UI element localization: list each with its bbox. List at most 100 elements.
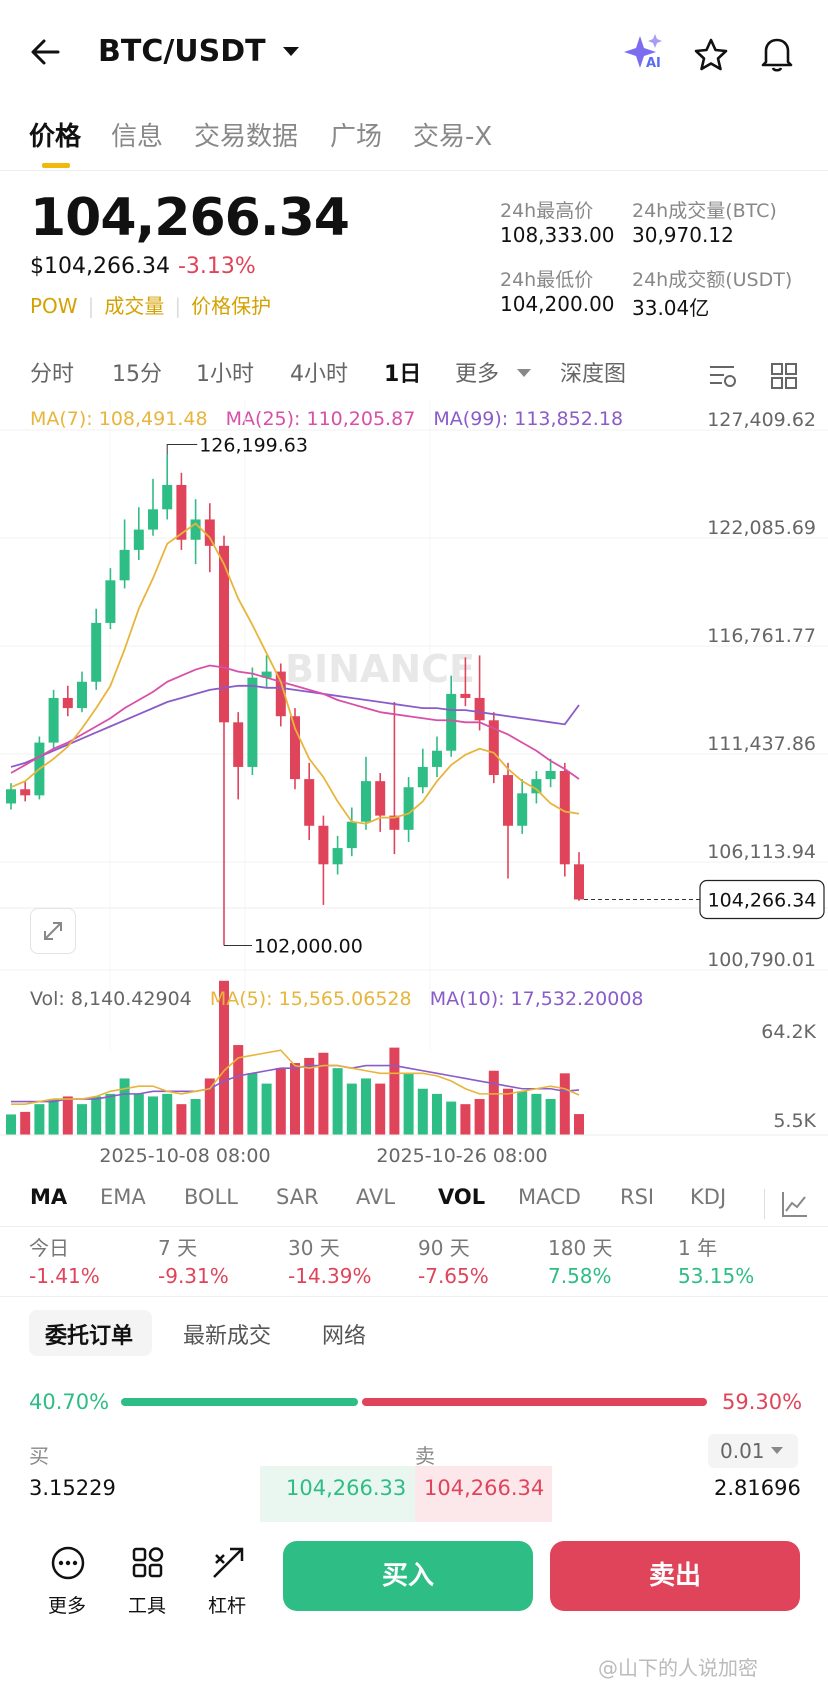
volume-bar — [34, 1104, 45, 1135]
volume-bar — [105, 1093, 116, 1135]
grid-layout-icon[interactable] — [770, 362, 798, 390]
tag-price-protection[interactable]: 价格保护 — [191, 294, 272, 318]
candle-body — [219, 545, 229, 723]
volume-bar — [559, 1073, 570, 1135]
perf-label-today: 今日 — [29, 1236, 69, 1260]
price-tick-label: 122,085.69 — [707, 517, 816, 539]
indicator-ma[interactable]: MA — [30, 1185, 68, 1209]
caret-down-icon[interactable] — [282, 46, 300, 58]
candle-body — [204, 519, 215, 546]
tab-info[interactable]: 信息 — [111, 122, 164, 152]
volume-bar — [375, 1083, 386, 1135]
candle-body — [290, 716, 300, 780]
price-chart[interactable]: BINANCE 127,409.62 122,085.69 116,761.77 11… — [0, 400, 828, 1170]
indicator-kdj[interactable]: KDJ — [690, 1185, 727, 1209]
ma99-value: MA(99): 113,852.18 — [433, 408, 624, 430]
vol-ma5-line — [11, 1049, 580, 1105]
indicator-vol[interactable]: VOL — [438, 1185, 486, 1209]
star-icon[interactable] — [694, 38, 728, 72]
perf-value-30d: -14.39% — [288, 1264, 372, 1288]
sell-header: 卖 — [415, 1444, 435, 1468]
tab-square[interactable]: 广场 — [330, 122, 383, 152]
price-change: -3.13% — [177, 254, 256, 279]
candle-body — [559, 770, 570, 865]
vol-btc-value: 30,970.12 — [632, 223, 734, 247]
header: BTC/USDT AI — [0, 0, 828, 100]
precision-select[interactable]: 0.01 — [708, 1434, 798, 1468]
volume-bar — [417, 1088, 428, 1135]
tag-volume[interactable]: 成交量 — [104, 294, 165, 318]
indicator-boll[interactable]: BOLL — [184, 1185, 238, 1209]
volume-bar — [162, 1093, 173, 1135]
perf-label-30d: 30 天 — [288, 1236, 340, 1260]
tab-trading-data[interactable]: 交易数据 — [194, 122, 299, 152]
tools-grid-icon — [132, 1547, 164, 1578]
tag-pow[interactable]: POW — [30, 294, 78, 318]
volume-tick-label: 5.5K — [773, 1110, 816, 1132]
back-arrow-icon[interactable] — [30, 36, 62, 68]
volume-bar — [574, 1114, 584, 1135]
pair-title[interactable]: BTC/USDT — [98, 34, 266, 69]
volume-bar — [403, 1073, 414, 1135]
interval-1d[interactable]: 1日 — [384, 362, 422, 387]
ask-price[interactable]: 104,266.34 — [424, 1476, 545, 1500]
interval-15m[interactable]: 15分 — [112, 362, 162, 387]
indicator-rsi[interactable]: RSI — [620, 1185, 655, 1209]
chart-settings-icon[interactable] — [708, 362, 738, 390]
volume-bar — [91, 1096, 102, 1135]
tab-trade-x[interactable]: 交易-X — [413, 122, 493, 152]
interval-depth[interactable]: 深度图 — [560, 362, 627, 387]
vol-ma5-value: MA(5): 15,565.06528 — [209, 988, 412, 1010]
indicator-settings-icon[interactable] — [780, 1189, 810, 1219]
interval-timeline[interactable]: 分时 — [30, 362, 75, 387]
ask-quantity: 2.81696 — [714, 1476, 801, 1500]
interval-more[interactable]: 更多 — [455, 362, 500, 387]
sell-button[interactable]: 卖出 — [550, 1541, 800, 1611]
indicator-ema[interactable]: EMA — [100, 1185, 146, 1209]
leverage-button[interactable]: 杠杆 — [200, 1545, 256, 1625]
buy-button[interactable]: 买入 — [283, 1541, 533, 1611]
more-button[interactable]: 更多 — [40, 1545, 96, 1625]
volume-legend: Vol: 8,140.42904 MA(5): 15,565.06528 MA(… — [30, 988, 644, 1010]
tab-orders[interactable]: 委托订单 — [45, 1324, 134, 1349]
volume-bar — [48, 1099, 59, 1135]
perf-value-7d: -9.31% — [158, 1264, 229, 1288]
tab-price[interactable]: 价格 — [29, 122, 82, 152]
candle-body — [432, 750, 442, 767]
interval-1h[interactable]: 1小时 — [196, 362, 254, 387]
interval-4h[interactable]: 4小时 — [290, 362, 348, 387]
tab-latest-trades[interactable]: 最新成交 — [183, 1324, 272, 1349]
bid-price[interactable]: 104,266.33 — [286, 1476, 407, 1500]
vol-btc-label: 24h成交量(BTC) — [632, 200, 777, 222]
volume-bar — [148, 1096, 158, 1135]
time-tick-label: 2025-10-26 08:00 — [376, 1145, 547, 1167]
tools-button[interactable]: 工具 — [120, 1545, 176, 1625]
more-dots-icon — [51, 1546, 85, 1580]
tab-orders-bg — [29, 1310, 152, 1356]
volume-bar — [460, 1104, 471, 1135]
low-marker-label: 102,000.00 — [254, 935, 363, 957]
candle-body — [247, 677, 258, 767]
candles — [6, 454, 584, 946]
ma-lines — [10, 522, 580, 825]
volume-bar — [176, 1104, 187, 1135]
bell-icon[interactable] — [760, 36, 794, 72]
candle-body — [62, 697, 73, 709]
ai-assistant-button[interactable]: AI — [624, 34, 666, 74]
indicator-sar[interactable]: SAR — [276, 1185, 319, 1209]
price-axis: 127,409.62 122,085.69 116,761.77 111,437.86… — [707, 409, 816, 971]
vol-usdt-label: 24h成交额(USDT) — [632, 269, 793, 291]
candle-body — [375, 781, 386, 816]
candle-body — [304, 779, 315, 826]
indicator-avl[interactable]: AVL — [356, 1185, 396, 1209]
indicator-macd[interactable]: MACD — [518, 1185, 581, 1209]
volume-bar — [545, 1099, 556, 1135]
volume-tick-label: 64.2K — [761, 1021, 816, 1043]
price-tick-label: 127,409.62 — [707, 409, 816, 431]
tab-network[interactable]: 网络 — [322, 1324, 367, 1349]
fullscreen-button[interactable] — [30, 908, 76, 954]
candle-body — [446, 693, 457, 751]
more-label: 更多 — [48, 1595, 87, 1617]
ma-legend: MA(7): 108,491.48 MA(25): 110,205.87 MA(… — [30, 408, 623, 430]
ma25-line — [10, 664, 580, 780]
